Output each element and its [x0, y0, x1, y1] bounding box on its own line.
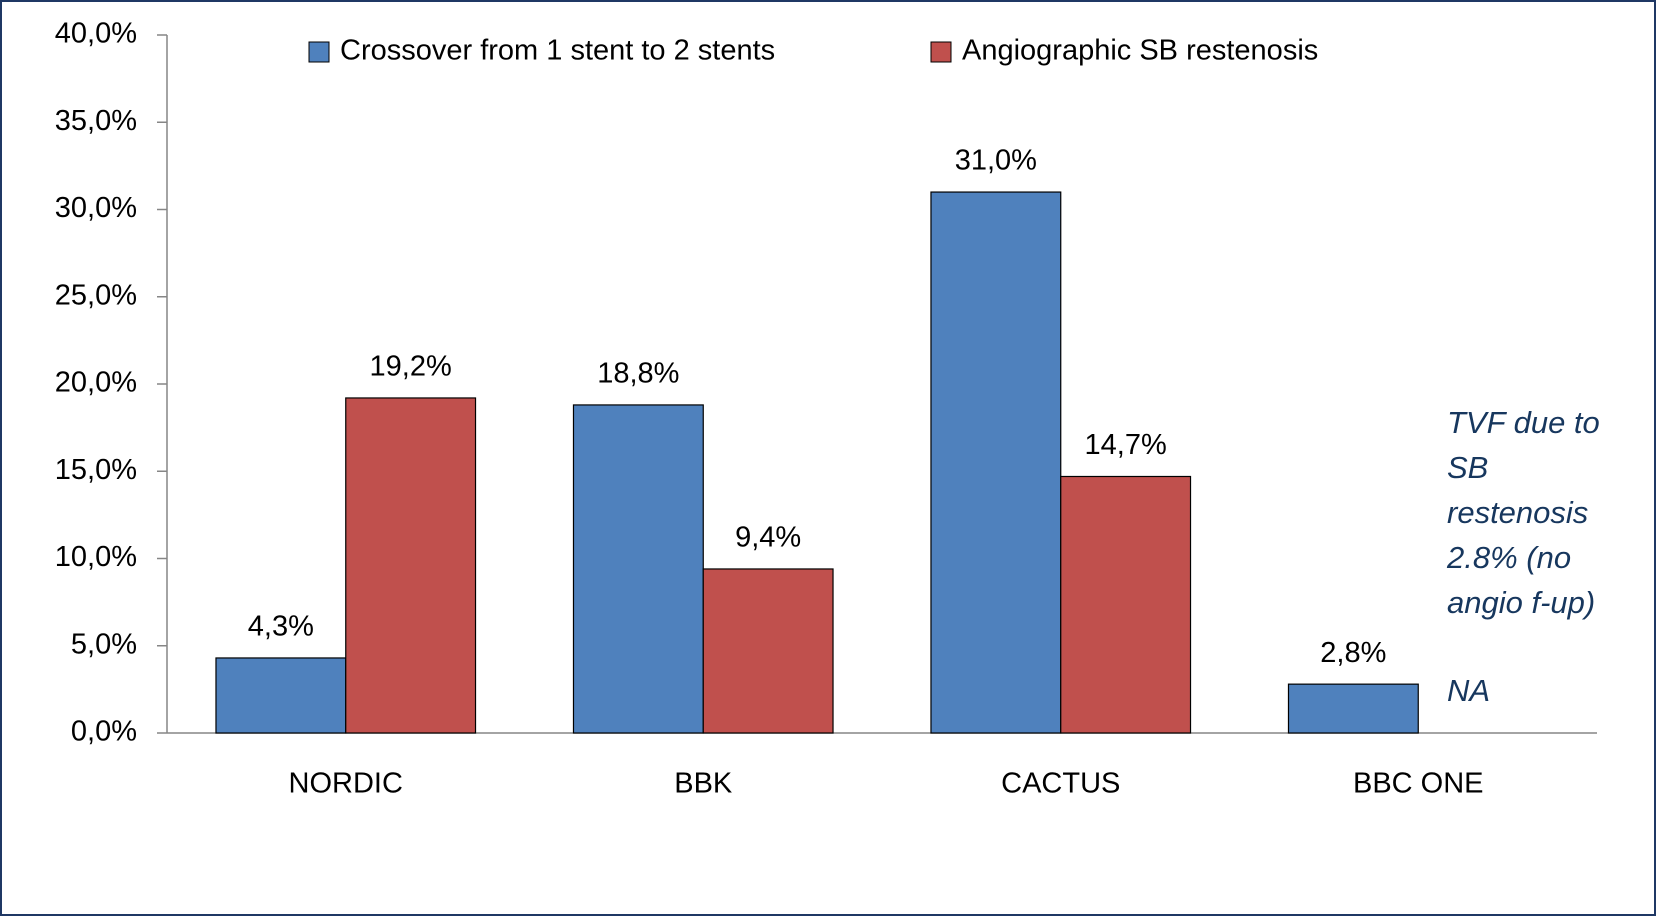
legend-swatch	[308, 41, 330, 63]
y-tick-label: 40,0%	[55, 18, 137, 50]
legend-label: Angiographic SB restenosis	[962, 35, 1318, 67]
y-tick-label: 25,0%	[55, 279, 137, 311]
annotation-na: NA	[1447, 673, 1490, 708]
annotation: 2.8% (no	[1446, 540, 1571, 575]
x-tick-label: NORDIC	[289, 768, 403, 800]
data-label: 18,8%	[597, 358, 679, 390]
annotation: restenosis	[1447, 495, 1588, 530]
x-tick-label: BBK	[674, 768, 733, 800]
y-tick-label: 35,0%	[55, 105, 137, 137]
bar	[930, 191, 1062, 734]
y-tick-label: 0,0%	[71, 716, 137, 748]
bar	[1287, 683, 1419, 734]
bar	[345, 397, 477, 734]
annotation: angio f-up)	[1447, 585, 1595, 620]
bar	[702, 568, 834, 734]
data-label: 14,7%	[1085, 429, 1167, 461]
data-label: 4,3%	[248, 611, 314, 643]
y-tick-label: 30,0%	[55, 192, 137, 224]
y-tick-label: 5,0%	[71, 628, 137, 660]
y-tick-label: 10,0%	[55, 541, 137, 573]
x-tick-label: CACTUS	[1001, 768, 1120, 800]
data-label: 31,0%	[955, 145, 1037, 177]
data-label: 19,2%	[370, 351, 452, 383]
data-label: 9,4%	[735, 522, 801, 554]
annotation: SB	[1447, 450, 1488, 485]
annotation: TVF due to	[1447, 405, 1600, 440]
legend-swatch	[930, 41, 952, 63]
y-tick-label: 20,0%	[55, 367, 137, 399]
y-tick-label: 15,0%	[55, 454, 137, 486]
legend-label: Crossover from 1 stent to 2 stents	[340, 35, 775, 67]
bar	[1060, 475, 1192, 734]
bar	[215, 657, 347, 734]
x-tick-label: BBC ONE	[1353, 768, 1484, 800]
data-label: 2,8%	[1320, 637, 1386, 669]
bar	[572, 404, 704, 734]
